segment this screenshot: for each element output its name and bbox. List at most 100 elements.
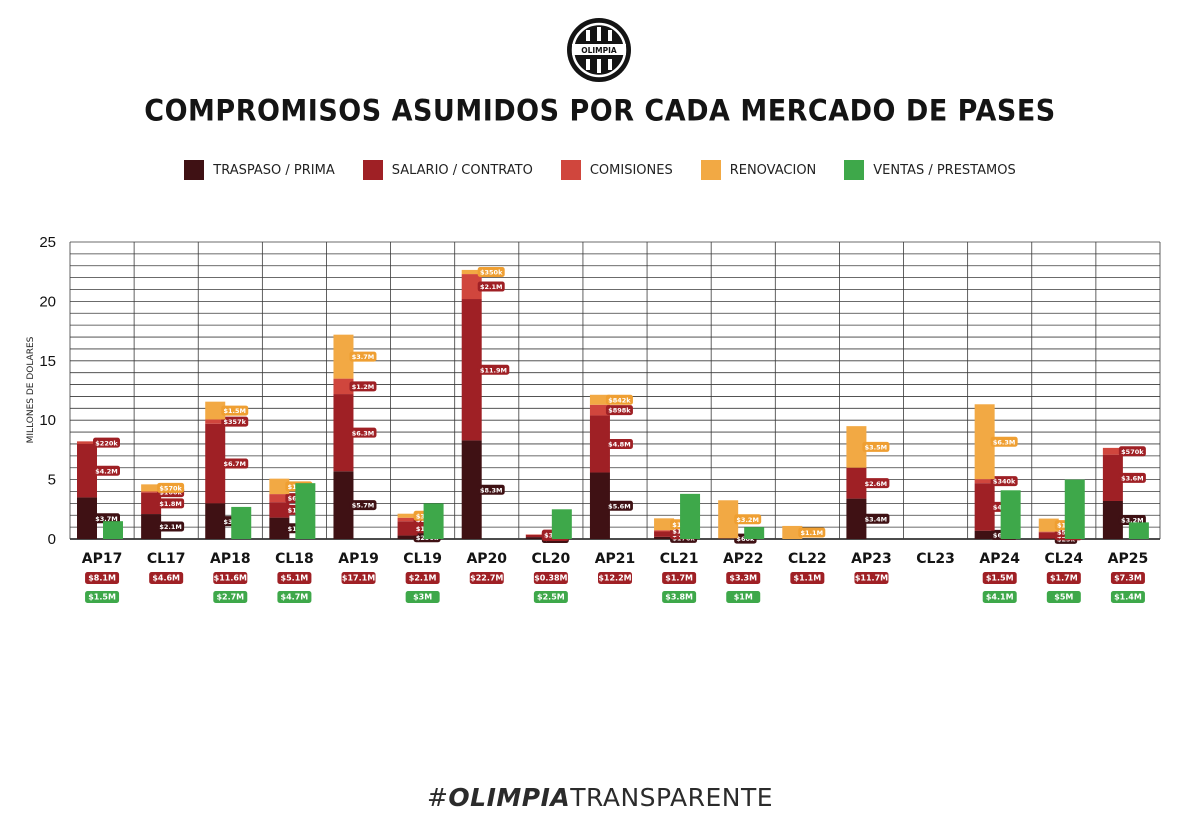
bar-segment-salario: [397, 521, 418, 536]
bar-segment-traspaso: [205, 503, 226, 539]
total-label-bg: [469, 572, 504, 584]
segment-label: $5.6M: [608, 502, 631, 510]
ventas-total-label-bg: [726, 591, 761, 603]
category-label: CL19: [403, 551, 442, 567]
bar-segment-traspaso: [397, 535, 418, 539]
y-tick-label: 15: [39, 353, 56, 370]
category-label: AP20: [466, 551, 507, 567]
ventas-total-label: $4.1M: [986, 593, 1014, 602]
bar-segment-salario: [269, 502, 290, 518]
segment-label-bg: [349, 427, 377, 438]
total-label-bg: [405, 572, 440, 584]
total-label: $5.1M: [281, 574, 309, 583]
category-label: AP17: [82, 551, 123, 567]
segment-label-bg: [605, 500, 633, 511]
total-label-bg: [726, 572, 761, 584]
bar-segment-traspaso: [589, 472, 610, 539]
y-tick-label: 10: [39, 412, 56, 429]
bar-segment-comisiones: [269, 494, 290, 503]
legend-item-comisiones: COMISIONES: [560, 160, 673, 180]
footer-hashtag: #OLIMPIATRANSPARENTE: [0, 783, 1200, 812]
bar-segment-traspaso: [1038, 538, 1059, 540]
legend-item-renovacion: RENOVACION: [700, 160, 816, 180]
total-label: $1.7M: [1050, 574, 1078, 583]
bar-segment-renovacion: [718, 500, 739, 539]
segment-label-bg: [1118, 446, 1146, 457]
segment-label: $898k: [608, 407, 631, 415]
ventas-total-label-bg: [85, 591, 120, 603]
bar-segment-traspaso: [333, 471, 354, 539]
category-label: AP23: [851, 551, 892, 567]
ventas-total-label-bg: [662, 591, 697, 603]
legend-swatch: [184, 160, 205, 180]
segment-label: $220k: [95, 439, 118, 447]
chart-title: COMPROMISOS ASUMIDOS POR CADA MERCADO DE…: [144, 94, 1056, 129]
total-label-bg: [598, 572, 632, 584]
segment-label-bg: [990, 476, 1018, 487]
segment-label: $8.3M: [480, 486, 503, 494]
footer-rest: TRANSPARENTE: [570, 783, 774, 812]
bar-segment-renovacion: [974, 404, 995, 480]
segment-label: $570k: [159, 485, 182, 493]
segment-label: $2.1M: [480, 283, 503, 291]
total-label-bg: [213, 572, 248, 584]
segment-label-bg: [477, 364, 510, 375]
segment-label-bg: [605, 438, 633, 449]
total-label: $1.7M: [665, 574, 693, 583]
ventas-total-label-bg: [277, 591, 312, 603]
total-label-bg: [1110, 572, 1145, 584]
bar-segment-traspaso: [654, 536, 675, 539]
total-label-bg: [982, 572, 1017, 584]
total-label: $0.38M: [534, 574, 567, 583]
bar-segment-traspaso: [141, 514, 162, 539]
bar-ventas: [103, 521, 123, 539]
segment-label-bg: [93, 437, 120, 448]
segment-label: $340k: [993, 478, 1016, 486]
total-label: $4.6M: [152, 574, 180, 583]
ventas-total-label-bg: [533, 591, 568, 603]
bar-segment-salario: [333, 394, 354, 472]
category-label: AP19: [338, 551, 379, 567]
segment-label: $60k: [736, 535, 755, 543]
segment-label-bg: [349, 381, 377, 392]
segment-label: $3.7M: [352, 353, 375, 361]
bar-segment-salario: [1038, 532, 1059, 539]
segment-label-bg: [862, 478, 890, 489]
bar-ventas: [551, 509, 572, 539]
segment-label-bg: [349, 500, 377, 511]
total-label: $17.1M: [342, 574, 375, 583]
total-label-bg: [85, 572, 120, 584]
legend-item-salario: SALARIO / CONTRATO: [362, 160, 533, 180]
footer-bold: OLIMPIA: [448, 783, 571, 812]
total-label-bg: [341, 572, 376, 584]
bar-ventas: [295, 483, 316, 539]
segment-label-bg: [93, 465, 120, 476]
total-label-bg: [149, 572, 184, 584]
category-label: CL20: [532, 551, 571, 567]
segment-label-bg: [862, 513, 890, 524]
total-label: $11.7M: [855, 574, 888, 583]
segment-label: $357k: [224, 418, 247, 426]
legend-item-traspaso: TRASPASO / PRIMA: [184, 160, 335, 180]
segment-label: $6.3M: [993, 438, 1016, 446]
segment-label: $3.2M: [736, 516, 759, 524]
bar-segment-traspaso: [974, 530, 995, 539]
bar-segment-salario: [525, 534, 546, 538]
bar-segment-comisiones: [397, 517, 418, 522]
ventas-total-label: $1.4M: [1114, 593, 1142, 602]
category-label: CL18: [275, 551, 314, 567]
category-label: CL21: [660, 551, 699, 567]
bar-segment-comisiones: [141, 491, 162, 493]
bar-segment-salario: [654, 531, 675, 537]
bar-segment-renovacion: [397, 513, 418, 518]
bar-segment-comisiones: [205, 419, 226, 424]
bar-ventas: [1128, 522, 1149, 539]
segment-label: $3.2M: [1121, 517, 1144, 525]
legend: TRASPASO / PRIMA SALARIO / CONTRATO COMISI…: [0, 160, 1200, 180]
total-label-bg: [662, 572, 697, 584]
ventas-total-label: $5M: [1054, 593, 1073, 602]
segment-label: $3.6M: [1121, 474, 1144, 482]
segment-label: $1.1M: [801, 529, 824, 537]
legend-swatch: [560, 160, 581, 180]
segment-label: $3.5M: [865, 444, 888, 452]
